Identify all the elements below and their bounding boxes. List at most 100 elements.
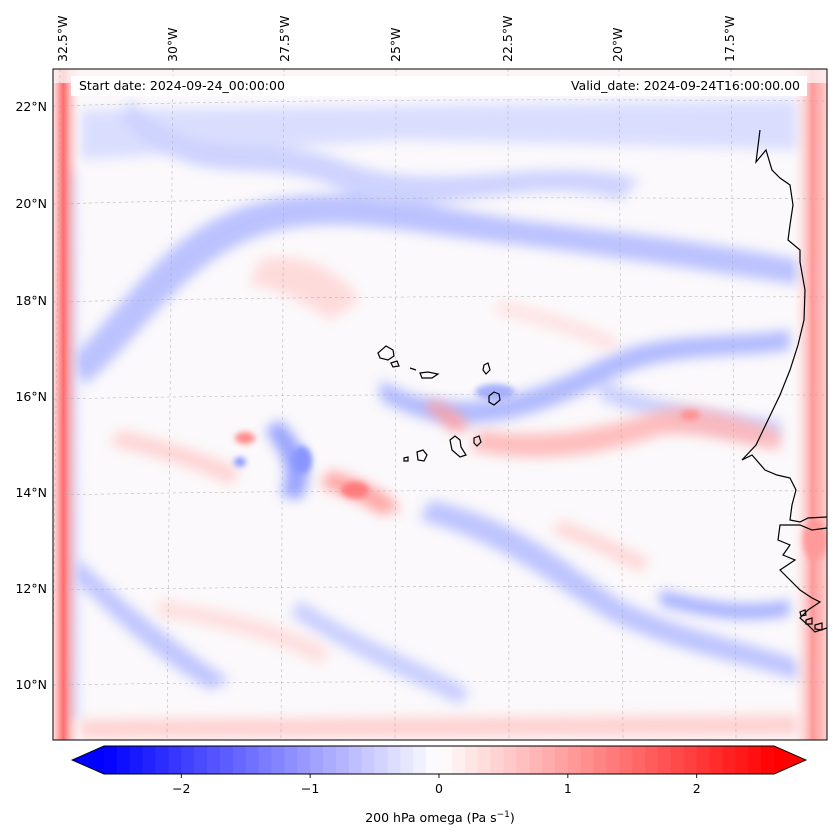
colorbar-cell bbox=[323, 746, 337, 774]
omega-field bbox=[53, 69, 827, 740]
colorbar-cell bbox=[387, 746, 401, 774]
colorbar-extend-max bbox=[774, 746, 806, 774]
lat-label-18n: 18°N bbox=[15, 293, 47, 308]
colorbar-cell bbox=[168, 746, 182, 774]
colorbar-cell bbox=[542, 746, 556, 774]
colorbar-cell bbox=[696, 746, 710, 774]
cape-verde-maio bbox=[473, 435, 482, 447]
lat-label-14n: 14°N bbox=[15, 485, 47, 500]
colorbar-cell bbox=[658, 746, 672, 774]
colorbar-tick-label: 0 bbox=[435, 781, 443, 796]
colorbar: −2 −1 0 1 2 200 hPa omega (Pa s−1) bbox=[70, 745, 808, 825]
latitude-labels: 22°N 20°N 18°N 16°N 14°N 12°N 10°N bbox=[15, 99, 47, 692]
colorbar-cell bbox=[129, 746, 144, 774]
colorbar-cell bbox=[503, 746, 517, 774]
lat-label-20n: 20°N bbox=[15, 196, 47, 211]
lon-label-30w: 30°W bbox=[165, 27, 180, 62]
colorbar-cell bbox=[670, 746, 685, 774]
map-frame bbox=[52, 68, 828, 741]
colorbar-extend-min bbox=[72, 746, 104, 774]
colorbar-cell bbox=[310, 746, 324, 774]
lat-label-22n: 22°N bbox=[15, 99, 47, 114]
colorbar-cell bbox=[439, 746, 453, 774]
cape-verde-sao-vicente bbox=[390, 360, 400, 368]
colorbar-cell bbox=[219, 746, 234, 774]
colorbar-tick-label: −2 bbox=[172, 781, 190, 796]
colorbar-cell bbox=[619, 746, 633, 774]
positive-omega-regions bbox=[80, 257, 800, 738]
lon-label-25w: 25°W bbox=[388, 27, 403, 62]
colorbar-cell bbox=[567, 746, 582, 774]
colorbar-cell bbox=[580, 746, 595, 774]
colorbar-cell bbox=[284, 746, 298, 774]
colorbar-tick-label: 1 bbox=[564, 781, 572, 796]
lon-label-22-5w: 22.5°W bbox=[500, 16, 515, 62]
colorbar-cell bbox=[258, 746, 272, 774]
africa-coastline bbox=[741, 129, 827, 633]
colorbar-cell bbox=[645, 746, 659, 774]
cape-verde-boa-vista bbox=[488, 391, 501, 406]
lon-label-32-5w: 32.5°W bbox=[55, 16, 70, 62]
colorbar-cell bbox=[722, 746, 736, 774]
gridlines bbox=[53, 69, 827, 740]
cape-verde-santo-antao bbox=[377, 345, 395, 361]
colorbar-cell bbox=[245, 746, 260, 774]
colorbar-cell bbox=[155, 746, 169, 774]
colorbar-cell bbox=[413, 746, 427, 774]
info-box bbox=[71, 76, 807, 96]
colorbar-cell bbox=[361, 746, 375, 774]
colorbar-cell bbox=[709, 746, 723, 774]
colorbar-cell bbox=[490, 746, 504, 774]
lon-label-17-5w: 17.5°W bbox=[722, 16, 737, 62]
colorbar-cell bbox=[104, 746, 118, 774]
valid-date-label: Valid_date: 2024-09-24T16:00:00.00 bbox=[571, 78, 800, 93]
colorbar-cell bbox=[207, 746, 221, 774]
colorbar-cell bbox=[116, 746, 131, 774]
colorbar-cell bbox=[554, 746, 569, 774]
lat-label-12n: 12°N bbox=[15, 581, 47, 596]
colorbar-cell bbox=[181, 746, 195, 774]
colorbar-cell bbox=[451, 746, 466, 774]
colorbar-cell bbox=[593, 746, 607, 774]
colorbar-cell bbox=[683, 746, 698, 774]
right-boundary-edge bbox=[790, 69, 827, 740]
colorbar-cell bbox=[335, 746, 350, 774]
colorbar-cell bbox=[348, 746, 363, 774]
colorbar-tick-label: 2 bbox=[693, 781, 701, 796]
colorbar-cell bbox=[426, 746, 440, 774]
left-boundary-edge bbox=[53, 69, 83, 740]
colorbar-cell bbox=[529, 746, 543, 774]
lat-label-10n: 10°N bbox=[15, 677, 47, 692]
colorbar-cell bbox=[374, 746, 388, 774]
cape-verde-sal bbox=[482, 362, 491, 375]
colorbar-label: 200 hPa omega (Pa s−1) bbox=[365, 810, 515, 825]
colorbar-outline bbox=[70, 745, 808, 775]
cape-verde-sao-nicolau bbox=[409, 367, 440, 379]
colorbar-cell bbox=[735, 746, 749, 774]
start-date-label: Start date: 2024-09-24_00:00:00 bbox=[79, 78, 285, 93]
lon-label-27-5w: 27.5°W bbox=[277, 16, 292, 62]
colorbar-tick-label: −1 bbox=[301, 781, 319, 796]
map-panel: Start date: 2024-09-24_00:00:00 Valid_da… bbox=[52, 68, 828, 741]
colorbar-cell bbox=[271, 746, 285, 774]
colorbar-cell bbox=[632, 746, 646, 774]
colorbar-cell bbox=[748, 746, 762, 774]
cape-verde-brava bbox=[403, 456, 409, 462]
colorbar-cell bbox=[194, 746, 208, 774]
lon-label-20w: 20°W bbox=[610, 27, 625, 62]
colorbar-cell bbox=[400, 746, 414, 774]
longitude-labels: 32.5°W 30°W 27.5°W 25°W 22.5°W 20°W 17.5… bbox=[55, 16, 737, 62]
bijagos-islands bbox=[799, 609, 823, 631]
lat-label-16n: 16°N bbox=[15, 389, 47, 404]
colorbar-cells bbox=[72, 746, 806, 774]
colorbar-cell bbox=[232, 746, 247, 774]
colorbar-cell bbox=[606, 746, 620, 774]
colorbar-cell bbox=[464, 746, 479, 774]
colorbar-cell bbox=[761, 746, 775, 774]
colorbar-cell bbox=[297, 746, 311, 774]
cape-verde-fogo bbox=[416, 449, 428, 462]
coastlines bbox=[377, 129, 827, 633]
colorbar-cell bbox=[477, 746, 491, 774]
cape-verde-santiago bbox=[449, 435, 467, 458]
